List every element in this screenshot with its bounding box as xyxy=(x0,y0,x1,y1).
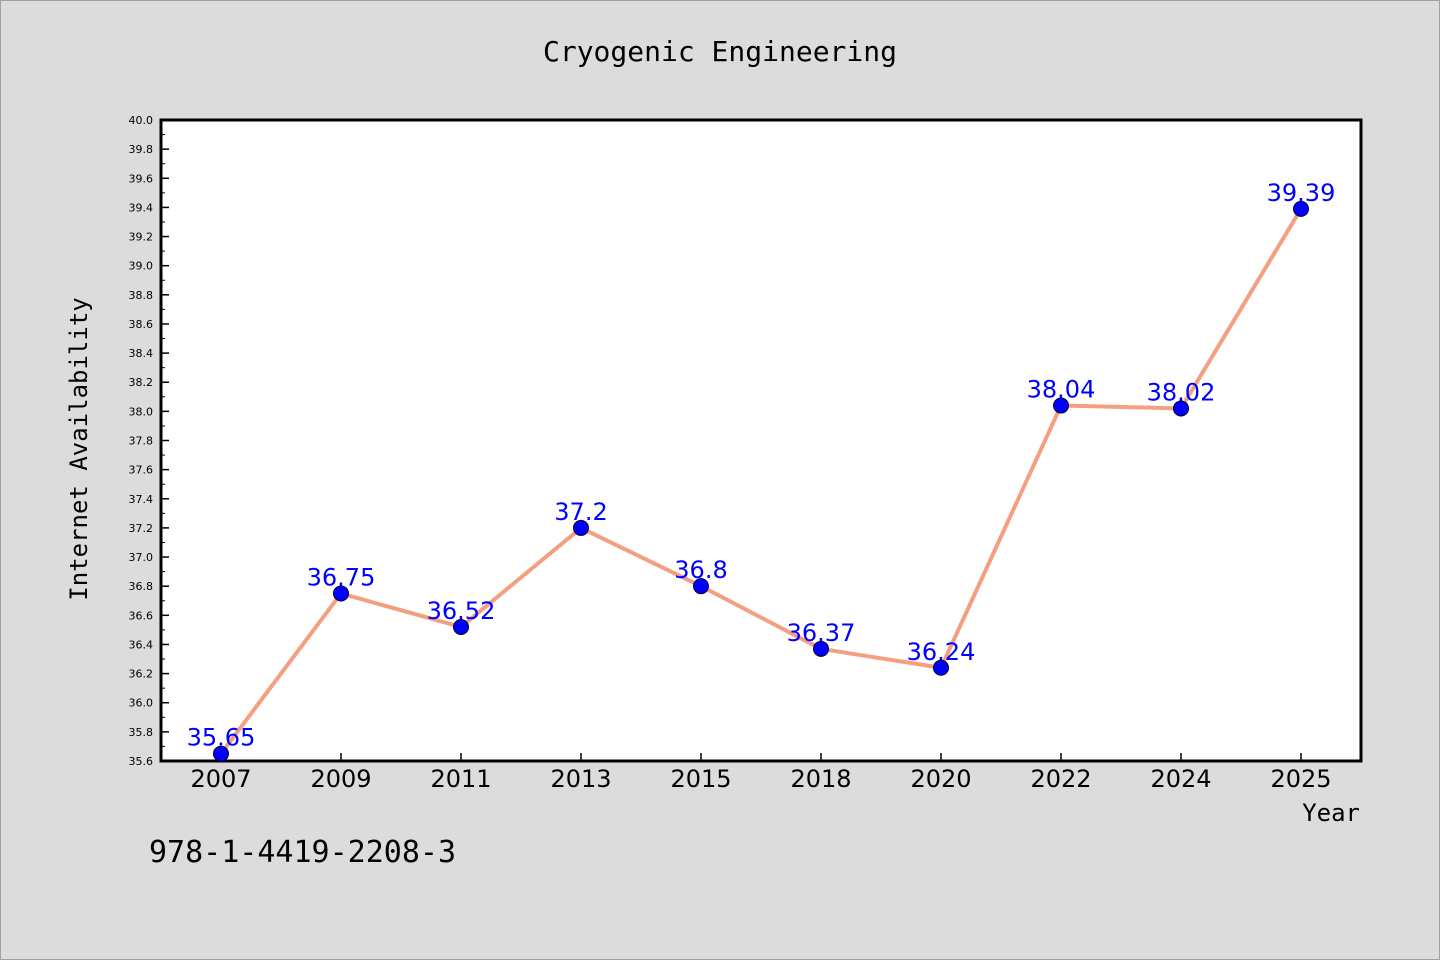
y-tick-label: 37.8 xyxy=(129,435,154,448)
data-label: 36.8 xyxy=(674,556,727,584)
data-label: 36.24 xyxy=(907,638,976,666)
data-point xyxy=(1053,397,1069,414)
y-tick-label: 38.6 xyxy=(129,318,154,331)
x-axis: 2007 2009 2011 2013 2015 2018 2020 2022 2024 2025 xyxy=(190,753,1332,793)
series-layer: 35.65 36.75 36.52 37.2 36.8 36.37 36.24 38.04 38… xyxy=(187,179,1336,762)
x-tick-label: 2020 xyxy=(910,765,971,793)
data-point xyxy=(213,745,229,762)
data-point xyxy=(813,640,829,657)
x-tick-label: 2022 xyxy=(1030,765,1091,793)
data-label: 36.75 xyxy=(307,563,376,591)
y-tick-label: 38.4 xyxy=(129,347,154,360)
data-point xyxy=(453,618,469,635)
y-tick-label: 39.4 xyxy=(129,201,154,214)
y-tick-label: 37.0 xyxy=(129,551,154,564)
data-label: 37.2 xyxy=(554,498,607,526)
data-label: 36.52 xyxy=(427,597,496,625)
data-point xyxy=(333,585,349,602)
y-tick-label: 36.4 xyxy=(129,638,154,651)
y-tick-label: 40.0 xyxy=(129,114,154,127)
x-tick-label: 2007 xyxy=(190,765,251,793)
y-tick-label: 39.2 xyxy=(129,231,154,244)
data-point xyxy=(573,519,589,536)
data-point xyxy=(693,578,709,595)
y-tick-label: 39.0 xyxy=(129,260,154,273)
data-label: 39.39 xyxy=(1267,179,1336,207)
footer-code: 978-1-4419-2208-3 xyxy=(149,835,457,870)
y-tick-label: 37.2 xyxy=(129,522,154,535)
y-tick-label: 39.8 xyxy=(129,143,154,156)
data-label: 38.02 xyxy=(1147,378,1216,406)
data-point xyxy=(1293,200,1309,217)
series-line xyxy=(219,207,1303,755)
y-tick-label: 37.4 xyxy=(129,493,154,506)
data-label: 35.65 xyxy=(187,724,256,752)
y-tick-label: 38.8 xyxy=(129,289,154,302)
y-tick-label: 35.6 xyxy=(129,755,154,768)
x-tick-label: 2015 xyxy=(670,765,731,793)
x-tick-label: 2009 xyxy=(310,765,371,793)
x-tick-label: 2025 xyxy=(1270,765,1331,793)
y-tick-label: 36.6 xyxy=(129,609,154,622)
x-axis-label: Year xyxy=(1302,799,1360,827)
x-tick-label: 2011 xyxy=(430,765,491,793)
y-tick-label: 39.6 xyxy=(129,172,154,185)
y-tick-label: 38.2 xyxy=(129,376,154,389)
y-tick-label: 38.0 xyxy=(129,405,154,418)
plot-area xyxy=(159,118,1363,763)
y-axis-label: Internet Availability xyxy=(65,297,93,600)
data-point xyxy=(933,659,949,676)
x-tick-label: 2018 xyxy=(790,765,851,793)
y-tick-label: 35.8 xyxy=(129,726,154,739)
data-label: 36.37 xyxy=(787,619,856,647)
data-label: 38.04 xyxy=(1027,376,1096,404)
y-tick-label: 37.6 xyxy=(129,464,154,477)
x-tick-label: 2013 xyxy=(550,765,611,793)
chart-title: Cryogenic Engineering xyxy=(542,35,897,68)
y-tick-label: 36.2 xyxy=(129,668,154,681)
y-tick-label: 36.0 xyxy=(129,697,154,710)
y-tick-label: 36.8 xyxy=(129,580,154,593)
data-point xyxy=(1173,400,1189,417)
x-tick-label: 2024 xyxy=(1150,765,1211,793)
y-axis: 35.6 35.8 36.0 36.2 36.4 36.6 36.8 37.0 37.2 37.4… xyxy=(129,114,169,768)
